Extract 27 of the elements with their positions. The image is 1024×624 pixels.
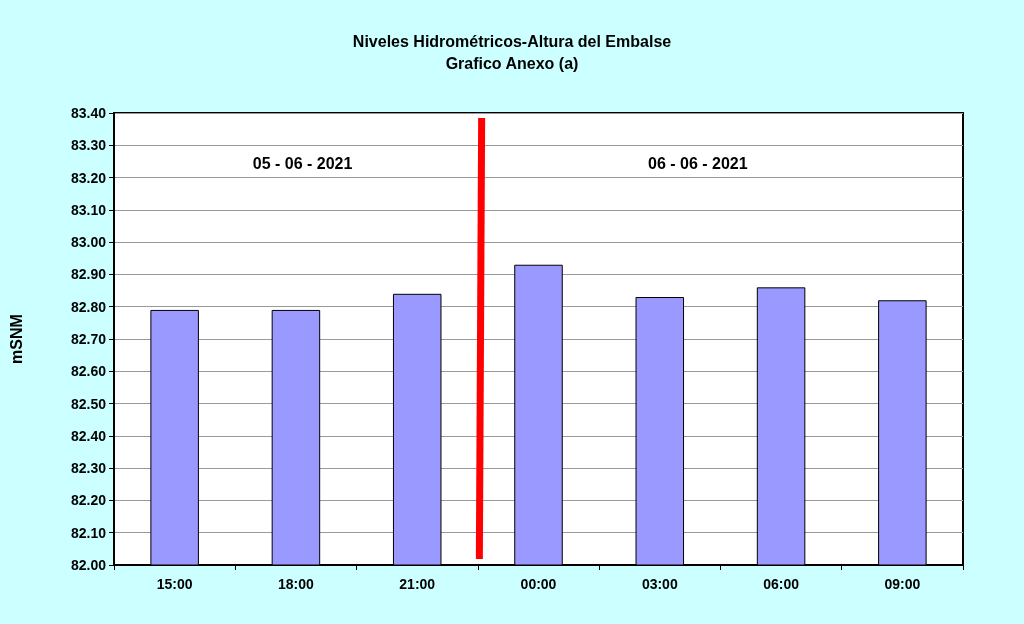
x-tick-label: 09:00 — [884, 576, 921, 592]
x-tick-label: 00:00 — [520, 576, 557, 592]
x-tick-label: 15:00 — [156, 576, 193, 592]
y-tick-label: 82.40 — [70, 427, 107, 444]
y-tick-label: 82.30 — [70, 460, 107, 477]
annotation: 05 - 06 - 2021 — [252, 154, 353, 172]
y-tick-label: 82.20 — [70, 492, 107, 509]
chart-title: Niveles Hidrométricos-Altura del Embalse — [352, 32, 672, 50]
y-tick-label: 82.80 — [70, 298, 107, 315]
y-tick-label: 82.10 — [70, 524, 107, 541]
x-tick-label: 06:00 — [763, 576, 800, 592]
chart-subtitle: Grafico Anexo (a) — [445, 54, 579, 72]
x-tick-label: 03:00 — [641, 576, 678, 592]
y-tick-label: 83.20 — [70, 169, 107, 186]
y-tick-label: 83.10 — [70, 201, 107, 218]
y-tick-label: 83.30 — [70, 137, 107, 154]
x-tick-label: 18:00 — [278, 576, 315, 592]
y-tick-label: 82.60 — [70, 363, 107, 380]
y-tick-label: 82.70 — [70, 331, 107, 347]
y-tick-label: 82.50 — [70, 395, 107, 412]
annotation: 06 - 06 - 2021 — [648, 154, 748, 172]
y-axis-title: mSNM — [7, 314, 25, 364]
y-tick-label: 82.00 — [70, 557, 107, 573]
y-tick-label: 83.40 — [70, 105, 107, 121]
y-tick-label: 82.90 — [70, 266, 107, 283]
x-tick-label: 21:00 — [399, 576, 436, 592]
y-tick-label: 83.00 — [70, 234, 107, 251]
